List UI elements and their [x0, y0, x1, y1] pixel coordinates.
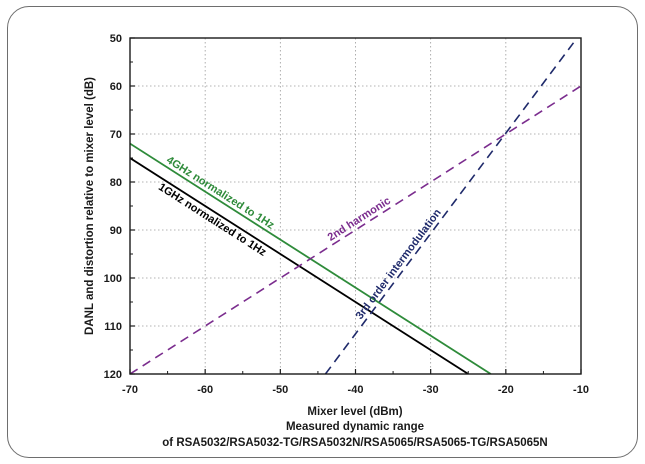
- y-tick-label: 80: [110, 177, 122, 189]
- y-tick-label: 100: [104, 273, 122, 285]
- series-group: [130, 42, 581, 374]
- series-line-3rd-order-intermodulation: [324, 42, 575, 374]
- x-tick-label: -50: [272, 384, 288, 396]
- chart-subtitle: Measured dynamic range: [286, 421, 424, 433]
- y-tick-label: 50: [110, 33, 122, 45]
- x-tick-label: -10: [573, 384, 589, 396]
- annotation-2nd-harmonic: 2nd harmonic: [326, 195, 393, 244]
- y-tick-label: 70: [110, 129, 122, 141]
- x-tick-label: -20: [498, 384, 514, 396]
- x-tick-label: -30: [423, 384, 439, 396]
- grid: [130, 38, 581, 374]
- axis-ticks: 50 60 70 80 90 100 110 120-70 -60 -50 -40 -30 -20 -10: [104, 33, 589, 396]
- x-tick-label: -40: [348, 384, 364, 396]
- chart-caption: of RSA5032/RSA5032-TG/RSA5032N/RSA5065/R…: [162, 437, 547, 449]
- y-axis-title: DANL and distortion relative to mixer le…: [84, 77, 96, 335]
- x-tick-label: -60: [197, 384, 213, 396]
- y-tick-label: 60: [110, 81, 122, 93]
- y-tick-label: 120: [104, 369, 122, 381]
- annotation-3rd-order-intermodulation: 3rd order intermodulation: [354, 207, 444, 322]
- y-tick-label: 110: [104, 321, 122, 333]
- x-axis-title: Mixer level (dBm): [307, 406, 402, 418]
- chart-frame: [7, 6, 638, 458]
- x-tick-label: -70: [122, 384, 138, 396]
- y-tick-label: 90: [110, 225, 122, 237]
